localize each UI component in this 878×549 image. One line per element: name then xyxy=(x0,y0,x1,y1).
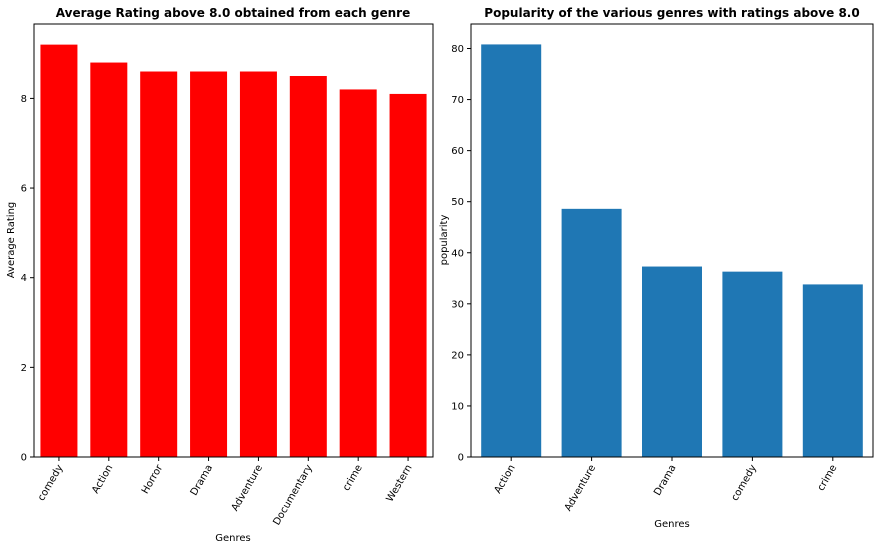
rating-y-tick-label: 6 xyxy=(21,184,27,195)
popularity-y-tick-label: 50 xyxy=(451,197,464,208)
popularity-y-tick-label: 80 xyxy=(451,44,464,55)
rating-bars xyxy=(40,44,427,458)
popularity-chart-title: Popularity of the various genres with ra… xyxy=(484,6,859,20)
popularity-bar xyxy=(642,266,702,457)
popularity-y-tick-label: 0 xyxy=(458,453,464,464)
rating-bar xyxy=(190,71,228,457)
rating-x-tick-label: comedy xyxy=(36,463,65,503)
rating-plot-frame xyxy=(33,23,434,458)
rating-y-tick-label: 4 xyxy=(21,273,27,284)
popularity-y-tick-label: 20 xyxy=(451,350,464,361)
rating-y-tick-label: 0 xyxy=(21,453,27,464)
popularity-x-axis: Action Adventure Drama comedy crime xyxy=(493,457,840,513)
rating-bar xyxy=(40,44,78,457)
rating-x-tick-label: Documentary xyxy=(271,463,315,527)
rating-x-tick-label: Western xyxy=(385,463,415,504)
rating-y-tick-label: 2 xyxy=(21,363,27,374)
popularity-y-axis: 0 10 20 30 40 50 60 70 80 xyxy=(451,44,471,464)
popularity-bar xyxy=(561,208,622,457)
rating-bar xyxy=(289,75,327,458)
popularity-y-tick-label: 70 xyxy=(451,95,464,106)
rating-bar xyxy=(239,71,277,457)
popularity-y-axis-label: popularity xyxy=(439,215,450,266)
popularity-y-tick-label: 10 xyxy=(451,401,464,412)
popularity-y-tick-label: 60 xyxy=(451,146,464,157)
popularity-x-tick-label: comedy xyxy=(730,463,759,503)
rating-x-axis: comedy Action Horror Drama Adventure Document… xyxy=(36,457,415,527)
rating-x-tick-label: Horror xyxy=(140,462,166,496)
rating-chart-title: Average Rating above 8.0 obtained from e… xyxy=(56,6,410,20)
rating-bar xyxy=(389,93,427,457)
popularity-x-axis-label: Genres xyxy=(654,519,690,530)
rating-y-tick-label: 8 xyxy=(21,94,27,105)
rating-chart: Average Rating above 8.0 obtained from e… xyxy=(6,6,434,544)
popularity-chart: Popularity of the various genres with ra… xyxy=(439,6,874,530)
rating-y-axis: 0 2 4 6 8 xyxy=(21,94,34,464)
rating-x-axis-label: Genres xyxy=(215,533,251,544)
rating-x-tick-label: Drama xyxy=(189,463,215,498)
popularity-bar xyxy=(802,284,863,457)
popularity-bars xyxy=(481,44,863,457)
popularity-x-tick-label: Action xyxy=(493,463,518,496)
popularity-y-tick-label: 40 xyxy=(451,248,464,259)
rating-y-axis-label: Average Rating xyxy=(6,202,17,278)
popularity-bar xyxy=(722,271,783,457)
rating-x-tick-label: crime xyxy=(341,463,365,493)
popularity-bar xyxy=(481,44,542,457)
rating-x-tick-label: Action xyxy=(90,463,115,496)
popularity-x-tick-label: Drama xyxy=(652,463,678,498)
popularity-y-tick-label: 30 xyxy=(451,299,464,310)
popularity-x-tick-label: crime xyxy=(816,463,840,493)
rating-bar xyxy=(90,62,128,458)
rating-bar xyxy=(140,71,178,457)
popularity-x-tick-label: Adventure xyxy=(563,463,598,513)
rating-bar xyxy=(339,89,377,458)
popularity-plot-frame xyxy=(470,23,874,458)
rating-x-tick-label: Adventure xyxy=(230,463,265,513)
